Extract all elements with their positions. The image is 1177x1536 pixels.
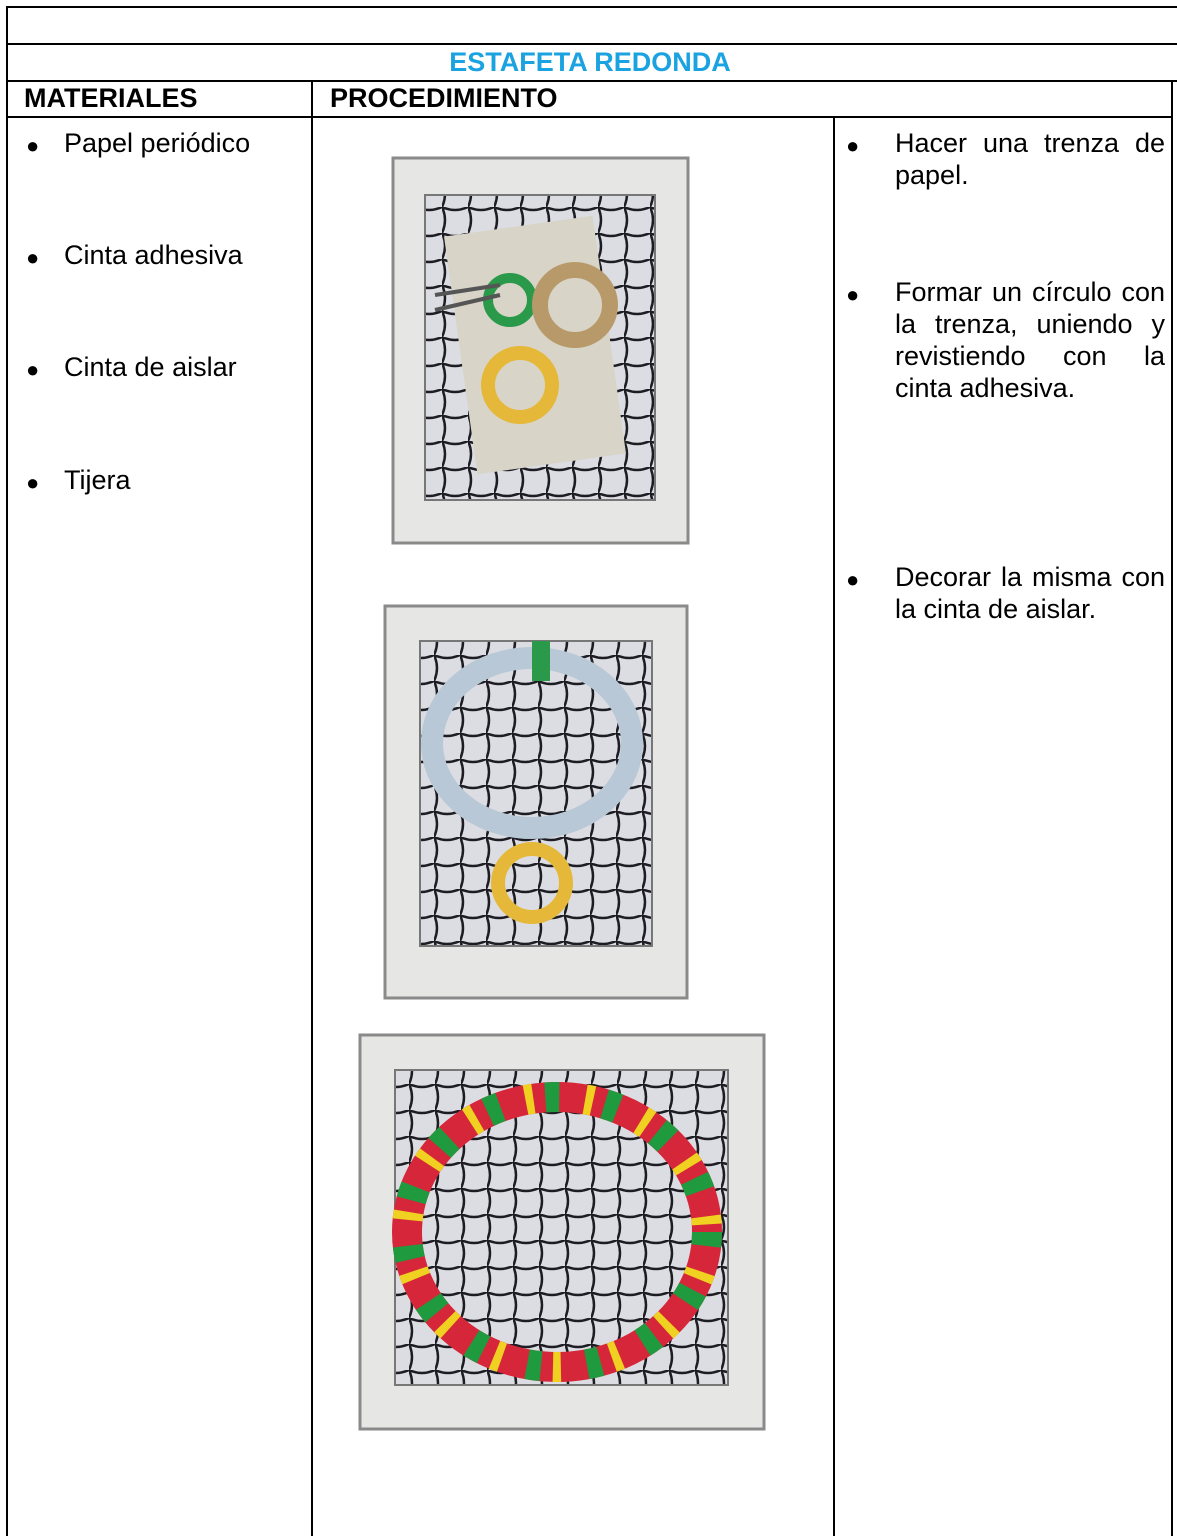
- border: [6, 43, 1177, 45]
- border: [833, 116, 835, 1536]
- border: [6, 80, 1177, 82]
- material: Cinta adhesiva: [64, 240, 243, 270]
- step: Hacer una trenza de papel.: [895, 128, 1165, 190]
- bullet: ●: [26, 245, 40, 270]
- border: [311, 80, 313, 1536]
- photo: [358, 1033, 766, 1431]
- border: [6, 116, 1172, 118]
- photo: [391, 156, 690, 545]
- title: ESTAFETA REDONDA: [449, 47, 731, 77]
- bullet: ●: [846, 282, 860, 307]
- bullet: ●: [846, 133, 860, 158]
- bullet: ●: [846, 567, 860, 592]
- step: Formar un círculo con la trenza, uniendo…: [895, 277, 1165, 403]
- bullet: ●: [26, 357, 40, 382]
- header: PROCEDIMIENTO: [330, 83, 558, 113]
- border: [6, 6, 8, 1536]
- step: Decorar la misma con la cinta de aislar.: [895, 562, 1165, 624]
- bullet: ●: [26, 133, 40, 158]
- material: Papel periódico: [64, 128, 251, 158]
- bullet: ●: [26, 470, 40, 495]
- material: Cinta de aislar: [64, 352, 237, 382]
- border: [6, 6, 1177, 8]
- material: Tijera: [64, 465, 131, 495]
- border: [1171, 80, 1173, 1536]
- photo: [383, 604, 689, 1000]
- header: MATERIALES: [24, 83, 198, 113]
